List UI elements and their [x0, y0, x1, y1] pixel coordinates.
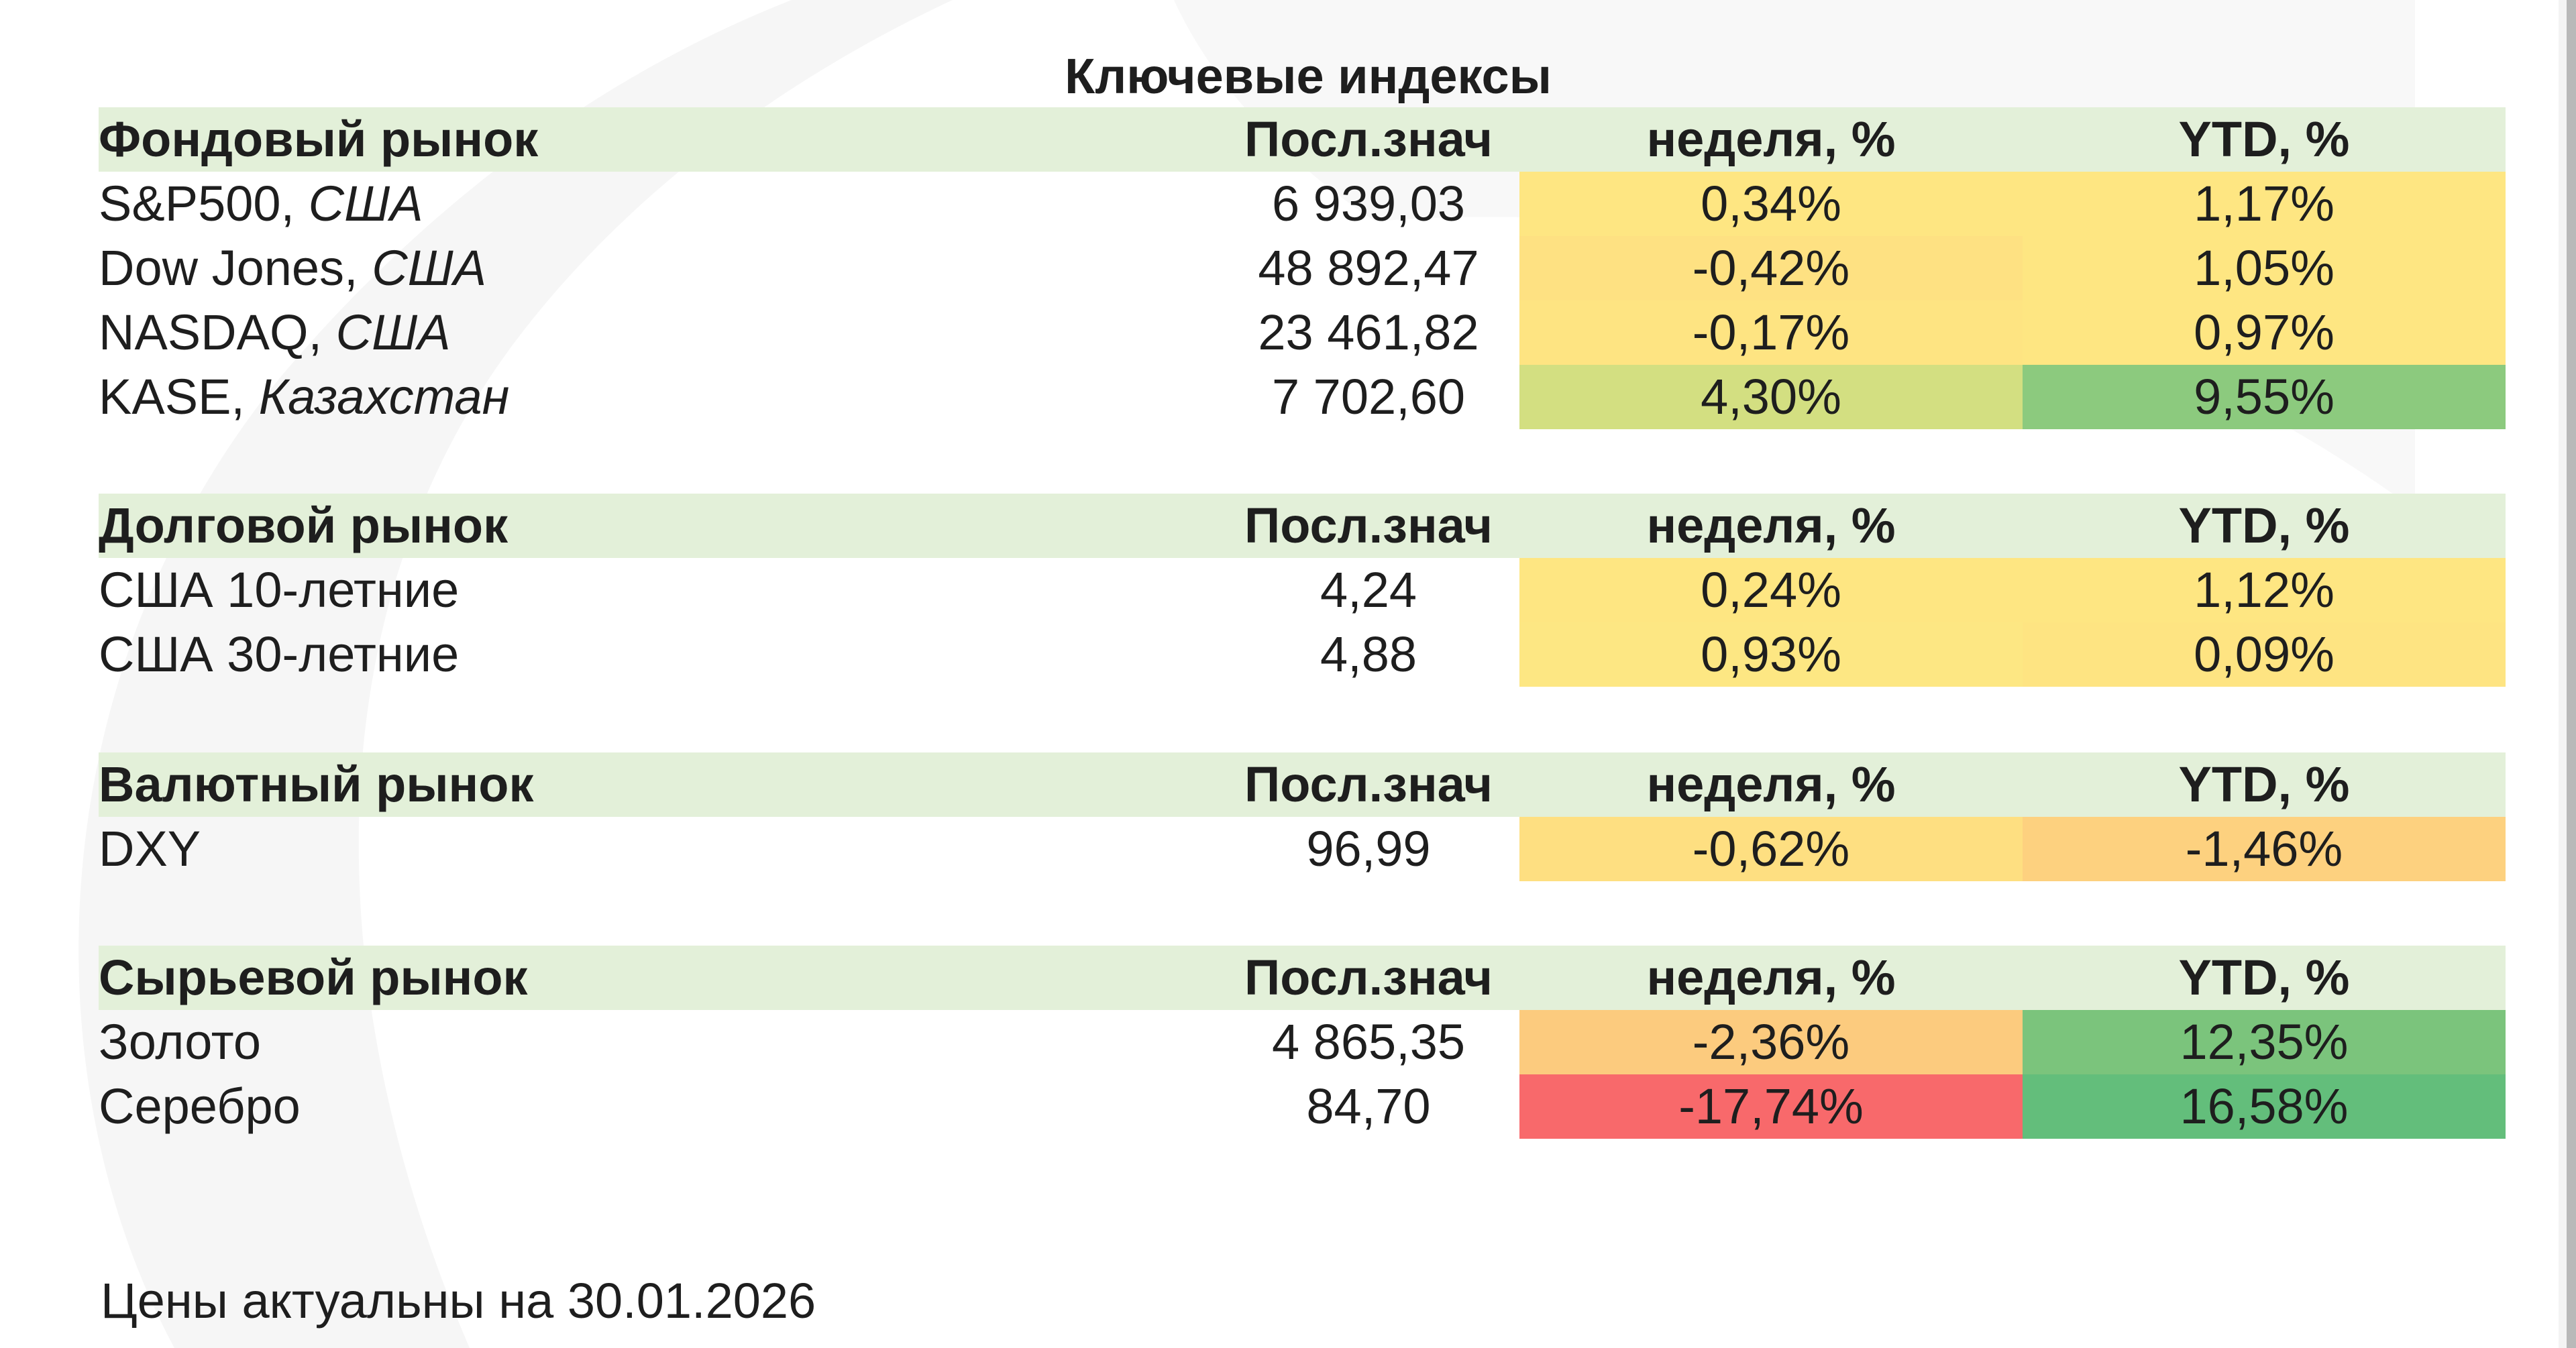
instrument-name: NASDAQ, США	[99, 300, 1105, 365]
page-title: Ключевые индексы	[1065, 48, 1552, 104]
section-header: Сырьевой рынок Посл.знач неделя, % YTD, …	[99, 946, 2506, 1010]
instrument-label: NASDAQ,	[99, 304, 336, 360]
table-row: S&P500, США 6 939,03 0,34% 1,17%	[99, 172, 2506, 236]
instrument-name: Dow Jones, США	[99, 236, 1105, 300]
table-row: США 30-летние 4,88 0,93% 0,09%	[99, 622, 2506, 687]
column-header-week: неделя, %	[1646, 950, 1896, 1005]
table-row: Dow Jones, США 48 892,47 -0,42% 1,05%	[99, 236, 2506, 300]
week-change: 0,34%	[1519, 172, 2023, 236]
week-change: 4,30%	[1519, 365, 2023, 429]
last-value: 23 461,82	[1258, 304, 1479, 360]
header-band	[99, 946, 2506, 1010]
column-header-ytd: YTD, %	[2178, 756, 2350, 812]
section-header: Фондовый рынок Посл.знач неделя, % YTD, …	[99, 107, 2506, 172]
instrument-country: США	[308, 176, 423, 231]
section-debt-market: Долговой рынок Посл.знач неделя, % YTD, …	[99, 494, 2506, 687]
header-band	[99, 494, 2506, 558]
week-change: -17,74%	[1519, 1074, 2023, 1139]
section-commodities-market: Сырьевой рынок Посл.знач неделя, % YTD, …	[99, 946, 2506, 1139]
ytd-change: 0,09%	[2023, 622, 2506, 687]
table-row: NASDAQ, США 23 461,82 -0,17% 0,97%	[99, 300, 2506, 365]
instrument-name: DXY	[99, 817, 1105, 881]
last-value: 6 939,03	[1271, 176, 1466, 231]
instrument-label: Dow Jones,	[99, 240, 372, 296]
instrument-label: S&P500,	[99, 176, 309, 231]
table-row: Серебро 84,70 -17,74% 16,58%	[99, 1074, 2506, 1139]
week-change: -2,36%	[1519, 1010, 2023, 1074]
instrument-label: США 10-летние	[99, 562, 460, 618]
instrument-label: KASE,	[99, 369, 259, 425]
section-title: Долговой рынок	[99, 498, 508, 553]
column-header-ytd: YTD, %	[2178, 498, 2350, 553]
week-change: 0,93%	[1519, 622, 2023, 687]
footer-note: Цены актуальны на 30.01.2026	[101, 1273, 816, 1329]
section-header: Долговой рынок Посл.знач неделя, % YTD, …	[99, 494, 2506, 558]
last-value: 4 865,35	[1271, 1014, 1466, 1070]
week-change: -0,42%	[1519, 236, 2023, 300]
instrument-country: США	[372, 240, 487, 296]
ytd-change: 1,05%	[2023, 236, 2506, 300]
window-edge-gap	[2559, 0, 2567, 1348]
week-change: -0,17%	[1519, 300, 2023, 365]
column-header-last: Посл.знач	[1244, 498, 1493, 553]
instrument-label: Серебро	[99, 1078, 301, 1134]
table-row: DXY 96,99 -0,62% -1,46%	[99, 817, 2506, 881]
ytd-change: 9,55%	[2023, 365, 2506, 429]
instrument-country: США	[335, 304, 451, 360]
ytd-change: 12,35%	[2023, 1010, 2506, 1074]
last-value: 84,70	[1306, 1078, 1431, 1134]
column-header-last: Посл.знач	[1244, 756, 1493, 812]
instrument-name: KASE, Казахстан	[99, 365, 1105, 429]
last-value: 4,24	[1320, 562, 1417, 618]
last-value: 7 702,60	[1271, 369, 1466, 425]
column-header-ytd: YTD, %	[2178, 950, 2350, 1005]
last-value: 96,99	[1306, 821, 1431, 877]
column-header-week: неделя, %	[1646, 111, 1896, 167]
last-value: 48 892,47	[1258, 240, 1479, 296]
table-row: KASE, Казахстан 7 702,60 4,30% 9,55%	[99, 365, 2506, 429]
ytd-change: 16,58%	[2023, 1074, 2506, 1139]
week-change: -0,62%	[1519, 817, 2023, 881]
section-title: Валютный рынок	[99, 756, 534, 812]
week-change: 0,24%	[1519, 558, 2023, 622]
instrument-country: Казахстан	[258, 369, 510, 425]
column-header-last: Посл.знач	[1244, 950, 1493, 1005]
header-band	[99, 107, 2506, 172]
section-currency-market: Валютный рынок Посл.знач неделя, % YTD, …	[99, 752, 2506, 881]
instrument-name: США 10-летние	[99, 558, 1105, 622]
instrument-label: Золото	[99, 1014, 261, 1070]
window-edge	[2567, 0, 2576, 1348]
instrument-label: США 30-летние	[99, 626, 460, 682]
ytd-change: 1,17%	[2023, 172, 2506, 236]
instrument-name: Серебро	[99, 1074, 1105, 1139]
ytd-change: 0,97%	[2023, 300, 2506, 365]
header-band	[99, 752, 2506, 817]
table-row: США 10-летние 4,24 0,24% 1,12%	[99, 558, 2506, 622]
column-header-week: неделя, %	[1646, 498, 1896, 553]
instrument-label: DXY	[99, 821, 201, 877]
instrument-name: Золото	[99, 1010, 1105, 1074]
section-stock-market: Фондовый рынок Посл.знач неделя, % YTD, …	[99, 107, 2506, 429]
ytd-change: -1,46%	[2023, 817, 2506, 881]
instrument-name: США 30-летние	[99, 622, 1105, 687]
section-title: Фондовый рынок	[99, 111, 539, 167]
column-header-ytd: YTD, %	[2178, 111, 2350, 167]
column-header-last: Посл.знач	[1244, 111, 1493, 167]
table-row: Золото 4 865,35 -2,36% 12,35%	[99, 1010, 2506, 1074]
section-header: Валютный рынок Посл.знач неделя, % YTD, …	[99, 752, 2506, 817]
last-value: 4,88	[1320, 626, 1417, 682]
section-title: Сырьевой рынок	[99, 950, 528, 1005]
instrument-name: S&P500, США	[99, 172, 1105, 236]
ytd-change: 1,12%	[2023, 558, 2506, 622]
column-header-week: неделя, %	[1646, 756, 1896, 812]
